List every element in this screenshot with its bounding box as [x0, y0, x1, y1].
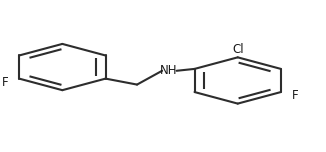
Text: F: F [2, 76, 8, 89]
Text: Cl: Cl [232, 43, 244, 56]
Text: NH: NH [160, 64, 177, 76]
Text: F: F [291, 89, 298, 102]
